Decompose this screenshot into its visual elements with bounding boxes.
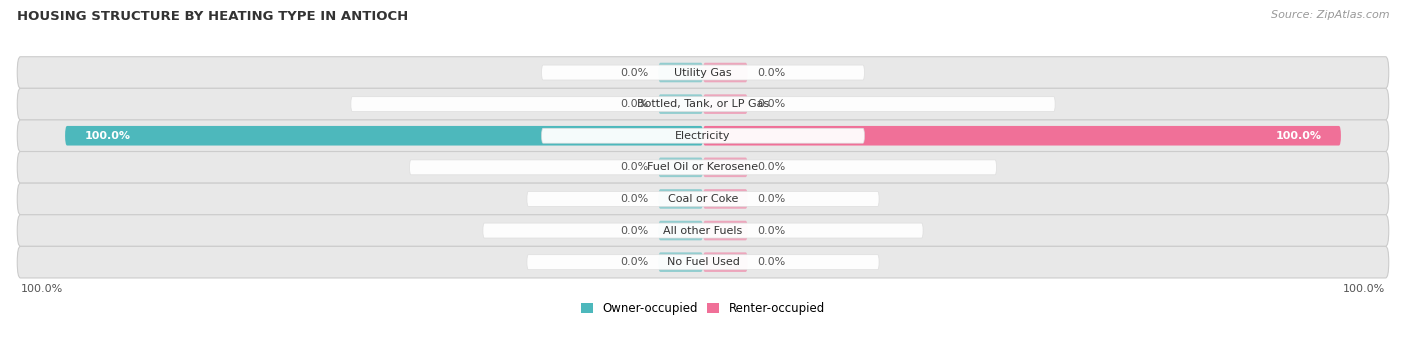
FancyBboxPatch shape xyxy=(482,223,924,238)
Text: 0.0%: 0.0% xyxy=(758,162,786,172)
FancyBboxPatch shape xyxy=(17,120,1389,151)
FancyBboxPatch shape xyxy=(17,246,1389,278)
FancyBboxPatch shape xyxy=(658,252,703,272)
Legend: Owner-occupied, Renter-occupied: Owner-occupied, Renter-occupied xyxy=(581,302,825,315)
Text: Coal or Coke: Coal or Coke xyxy=(668,194,738,204)
FancyBboxPatch shape xyxy=(17,57,1389,88)
FancyBboxPatch shape xyxy=(703,158,748,177)
FancyBboxPatch shape xyxy=(658,189,703,209)
Text: Source: ZipAtlas.com: Source: ZipAtlas.com xyxy=(1271,10,1389,20)
Text: Bottled, Tank, or LP Gas: Bottled, Tank, or LP Gas xyxy=(637,99,769,109)
Text: HOUSING STRUCTURE BY HEATING TYPE IN ANTIOCH: HOUSING STRUCTURE BY HEATING TYPE IN ANT… xyxy=(17,10,408,23)
FancyBboxPatch shape xyxy=(658,158,703,177)
Text: 100.0%: 100.0% xyxy=(1275,131,1322,141)
Text: 0.0%: 0.0% xyxy=(758,194,786,204)
Text: Utility Gas: Utility Gas xyxy=(675,68,731,77)
Text: 0.0%: 0.0% xyxy=(758,99,786,109)
Text: 0.0%: 0.0% xyxy=(620,194,648,204)
FancyBboxPatch shape xyxy=(409,160,997,175)
FancyBboxPatch shape xyxy=(527,192,879,206)
FancyBboxPatch shape xyxy=(703,63,748,82)
FancyBboxPatch shape xyxy=(17,183,1389,215)
Text: 0.0%: 0.0% xyxy=(620,68,648,77)
Text: No Fuel Used: No Fuel Used xyxy=(666,257,740,267)
Text: 0.0%: 0.0% xyxy=(758,257,786,267)
Text: 0.0%: 0.0% xyxy=(620,225,648,236)
Text: 100.0%: 100.0% xyxy=(84,131,131,141)
FancyBboxPatch shape xyxy=(658,221,703,240)
FancyBboxPatch shape xyxy=(352,97,1054,112)
Text: All other Fuels: All other Fuels xyxy=(664,225,742,236)
Text: 0.0%: 0.0% xyxy=(758,225,786,236)
FancyBboxPatch shape xyxy=(703,126,1341,146)
FancyBboxPatch shape xyxy=(703,221,748,240)
Text: Fuel Oil or Kerosene: Fuel Oil or Kerosene xyxy=(647,162,759,172)
FancyBboxPatch shape xyxy=(541,65,865,80)
FancyBboxPatch shape xyxy=(703,94,748,114)
FancyBboxPatch shape xyxy=(17,215,1389,246)
FancyBboxPatch shape xyxy=(65,126,703,146)
Text: 0.0%: 0.0% xyxy=(758,68,786,77)
FancyBboxPatch shape xyxy=(658,94,703,114)
FancyBboxPatch shape xyxy=(17,88,1389,120)
Text: 0.0%: 0.0% xyxy=(620,162,648,172)
FancyBboxPatch shape xyxy=(703,252,748,272)
FancyBboxPatch shape xyxy=(703,189,748,209)
Text: Electricity: Electricity xyxy=(675,131,731,141)
Text: 0.0%: 0.0% xyxy=(620,99,648,109)
Text: 100.0%: 100.0% xyxy=(1343,284,1385,294)
FancyBboxPatch shape xyxy=(658,63,703,82)
FancyBboxPatch shape xyxy=(17,151,1389,183)
FancyBboxPatch shape xyxy=(541,128,865,143)
FancyBboxPatch shape xyxy=(527,255,879,270)
Text: 0.0%: 0.0% xyxy=(620,257,648,267)
Text: 100.0%: 100.0% xyxy=(21,284,63,294)
